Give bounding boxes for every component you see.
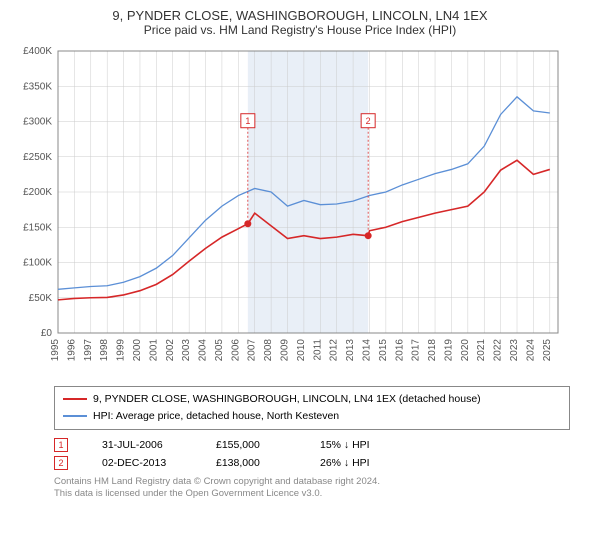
- svg-text:2024: 2024: [525, 339, 536, 362]
- svg-text:2004: 2004: [198, 339, 209, 362]
- legend-item: 9, PYNDER CLOSE, WASHINGBOROUGH, LINCOLN…: [63, 391, 561, 408]
- svg-text:2017: 2017: [411, 339, 422, 362]
- legend-label: HPI: Average price, detached house, Nort…: [93, 408, 339, 425]
- chart-plot: £0 £50K £100K £150K £200K £250K £300K £350K £400…: [12, 45, 588, 380]
- footer-line-1: Contains HM Land Registry data © Crown c…: [54, 476, 570, 488]
- svg-text:2019: 2019: [443, 339, 454, 362]
- legend-item: HPI: Average price, detached house, Nort…: [63, 408, 561, 425]
- legend-swatch: [63, 415, 87, 417]
- svg-text:2011: 2011: [312, 339, 323, 361]
- legend-box: 9, PYNDER CLOSE, WASHINGBOROUGH, LINCOLN…: [54, 386, 570, 430]
- svg-text:2020: 2020: [460, 339, 471, 362]
- legend-label: 9, PYNDER CLOSE, WASHINGBOROUGH, LINCOLN…: [93, 391, 481, 408]
- svg-text:2023: 2023: [509, 339, 520, 362]
- svg-text:£400K: £400K: [23, 46, 52, 57]
- svg-text:2007: 2007: [247, 339, 258, 362]
- svg-text:1998: 1998: [99, 339, 110, 362]
- svg-text:2018: 2018: [427, 339, 438, 362]
- svg-text:£0: £0: [41, 328, 53, 339]
- line-chart-svg: £0 £50K £100K £150K £200K £250K £300K £350K £400…: [12, 45, 572, 375]
- svg-text:2012: 2012: [329, 339, 340, 362]
- svg-text:2013: 2013: [345, 339, 356, 362]
- svg-text:2025: 2025: [542, 339, 553, 362]
- svg-text:2003: 2003: [181, 339, 192, 362]
- sale-diff: 15% ↓ HPI: [320, 439, 400, 451]
- svg-text:2005: 2005: [214, 339, 225, 362]
- svg-text:2008: 2008: [263, 339, 274, 362]
- sale-date: 31-JUL-2006: [92, 439, 192, 451]
- svg-text:2015: 2015: [378, 339, 389, 362]
- svg-text:2006: 2006: [230, 339, 241, 362]
- svg-text:1995: 1995: [50, 339, 61, 362]
- legend-swatch: [63, 398, 87, 400]
- chart-subtitle: Price paid vs. HM Land Registry's House …: [12, 23, 588, 37]
- svg-text:£100K: £100K: [23, 258, 52, 269]
- svg-text:£200K: £200K: [23, 187, 52, 198]
- svg-text:1996: 1996: [66, 339, 77, 362]
- sale-diff: 26% ↓ HPI: [320, 457, 400, 469]
- footer-line-2: This data is licensed under the Open Gov…: [54, 488, 570, 500]
- svg-text:2016: 2016: [394, 339, 405, 362]
- sale-row: 1 31-JUL-2006 £155,000 15% ↓ HPI: [54, 436, 570, 454]
- sale-date: 02-DEC-2013: [92, 457, 192, 469]
- svg-text:2001: 2001: [148, 339, 159, 362]
- sale-price: £138,000: [216, 457, 296, 469]
- svg-text:2010: 2010: [296, 339, 307, 362]
- svg-text:2002: 2002: [165, 339, 176, 362]
- svg-text:2009: 2009: [280, 339, 291, 362]
- svg-text:£150K: £150K: [23, 222, 52, 233]
- svg-text:1999: 1999: [116, 339, 127, 362]
- sale-marker-box: 1: [54, 438, 68, 452]
- svg-text:1: 1: [245, 116, 250, 126]
- svg-text:£350K: £350K: [23, 81, 52, 92]
- chart-title: 9, PYNDER CLOSE, WASHINGBOROUGH, LINCOLN…: [12, 8, 588, 23]
- svg-text:2014: 2014: [361, 339, 372, 362]
- sale-row: 2 02-DEC-2013 £138,000 26% ↓ HPI: [54, 454, 570, 472]
- svg-text:2021: 2021: [476, 339, 487, 362]
- sales-table: 1 31-JUL-2006 £155,000 15% ↓ HPI 2 02-DEC-201…: [54, 436, 570, 472]
- sale-price: £155,000: [216, 439, 296, 451]
- svg-text:£300K: £300K: [23, 117, 52, 128]
- svg-text:2: 2: [366, 116, 371, 126]
- svg-text:1997: 1997: [83, 339, 94, 362]
- svg-text:£250K: £250K: [23, 152, 52, 163]
- chart-container: 9, PYNDER CLOSE, WASHINGBOROUGH, LINCOLN…: [0, 0, 600, 508]
- footer-text: Contains HM Land Registry data © Crown c…: [54, 476, 570, 501]
- svg-text:£50K: £50K: [29, 293, 53, 304]
- svg-text:2022: 2022: [493, 339, 504, 362]
- svg-text:2000: 2000: [132, 339, 143, 362]
- sale-marker-box: 2: [54, 456, 68, 470]
